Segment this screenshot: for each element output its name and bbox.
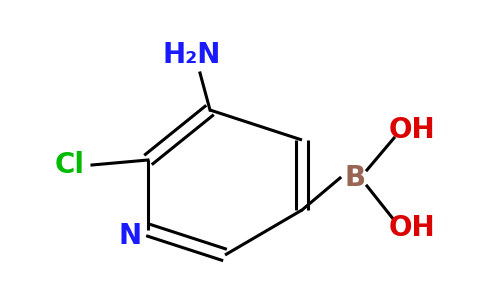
Text: B: B [345, 164, 365, 192]
Text: OH: OH [389, 116, 435, 144]
Text: H₂N: H₂N [163, 41, 221, 69]
Text: N: N [119, 222, 141, 250]
Text: Cl: Cl [55, 151, 85, 179]
Text: OH: OH [389, 214, 435, 242]
